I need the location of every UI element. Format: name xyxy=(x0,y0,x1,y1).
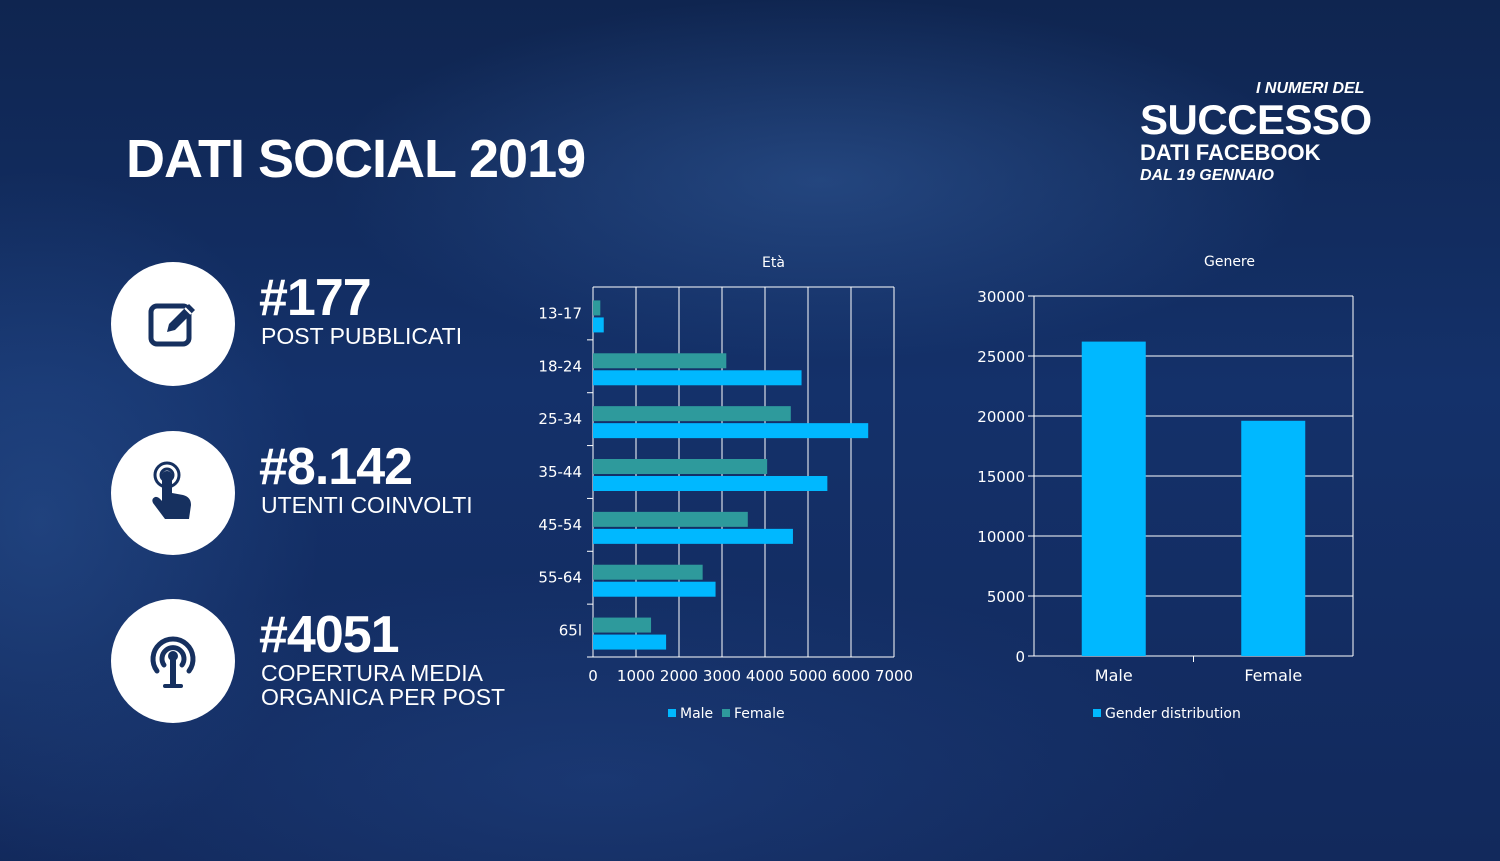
gender-y-tick-label: 20000 xyxy=(977,408,1025,426)
age-category-label: 45-54 xyxy=(538,516,582,534)
age-bar-male xyxy=(593,370,802,386)
brand-sub: DATI FACEBOOK xyxy=(1140,140,1321,165)
age-legend-swatch-female xyxy=(722,709,730,717)
age-bar-male xyxy=(593,581,716,597)
age-bar-male xyxy=(593,423,869,439)
gender-y-tick-label: 5000 xyxy=(987,588,1025,606)
age-category-label: 35-44 xyxy=(538,463,582,481)
gender-category-label: Male xyxy=(1095,666,1133,685)
age-x-tick-label: 7000 xyxy=(875,667,913,685)
edit-icon xyxy=(148,303,195,347)
stat-value: #177 xyxy=(259,269,372,327)
stat-value: #8.142 xyxy=(259,438,413,496)
age-bar-male xyxy=(593,476,828,491)
gender-y-tick-label: 0 xyxy=(1015,648,1025,666)
age-category-label: 65l xyxy=(559,622,582,640)
tap-hand-icon xyxy=(152,461,191,519)
age-bar-female xyxy=(593,406,791,422)
gender-bar xyxy=(1241,420,1306,656)
age-bar-female xyxy=(593,564,703,580)
age-category-label: 25-34 xyxy=(538,410,582,428)
age-bar-male xyxy=(593,528,793,544)
gender-legend-swatch xyxy=(1093,709,1101,717)
age-legend-female: Female xyxy=(734,706,785,722)
gender-category-label: Female xyxy=(1244,666,1302,685)
stat-users: #8.142 UTENTI COINVOLTI xyxy=(111,431,571,555)
age-legend-swatch-male xyxy=(668,709,676,717)
stat-label: UTENTI COINVOLTI xyxy=(261,492,473,518)
page-title: DATI SOCIAL 2019 xyxy=(126,129,586,189)
age-x-tick-label: 1000 xyxy=(617,667,655,685)
age-category-label: 55-64 xyxy=(538,569,582,587)
age-category-label: 18-24 xyxy=(538,357,582,375)
age-legend-male: Male xyxy=(680,706,713,722)
age-x-tick-label: 0 xyxy=(588,667,598,685)
brand-pre: I NUMERI DEL xyxy=(1256,80,1365,97)
age-bar-female xyxy=(593,353,727,369)
age-chart-title: Età xyxy=(762,255,785,271)
age-x-tick-label: 5000 xyxy=(789,667,827,685)
age-x-tick-label: 3000 xyxy=(703,667,741,685)
gender-y-tick-label: 25000 xyxy=(977,348,1025,366)
age-bar-female xyxy=(593,511,748,527)
broadcast-icon xyxy=(150,636,196,688)
gender-bar xyxy=(1081,341,1146,656)
age-bar-female xyxy=(593,300,601,316)
stat-posts: #177 POST PUBBLICATI xyxy=(111,262,571,386)
age-bar-female xyxy=(593,459,768,474)
gender-y-tick-label: 30000 xyxy=(977,288,1025,306)
gender-chart-title: Genere xyxy=(1204,254,1255,270)
gender-y-tick-label: 10000 xyxy=(977,528,1025,546)
stat-icon-circle xyxy=(111,262,235,386)
age-x-tick-label: 6000 xyxy=(832,667,870,685)
gender-y-tick-label: 15000 xyxy=(977,468,1025,486)
brand-main: SUCCESSO xyxy=(1140,96,1372,143)
age-bar-male xyxy=(593,317,604,333)
stat-icon-circle xyxy=(111,431,235,555)
stat-icon-circle xyxy=(111,599,235,723)
age-category-label: 13-17 xyxy=(538,304,582,322)
stat-label: POST PUBBLICATI xyxy=(261,323,463,349)
age-x-tick-label: 4000 xyxy=(746,667,784,685)
age-bar-female xyxy=(593,617,652,633)
stat-value: #4051 xyxy=(259,606,400,664)
stat-reach: #4051 COPERTURA MEDIA ORGANICA PER POST xyxy=(111,599,571,723)
stat-label: COPERTURA MEDIA ORGANICA PER POST xyxy=(261,660,506,710)
brand-date: DAL 19 GENNAIO xyxy=(1140,167,1274,184)
age-x-tick-label: 2000 xyxy=(660,667,698,685)
age-bar-male xyxy=(593,634,667,650)
gender-legend-label: Gender distribution xyxy=(1105,706,1241,722)
